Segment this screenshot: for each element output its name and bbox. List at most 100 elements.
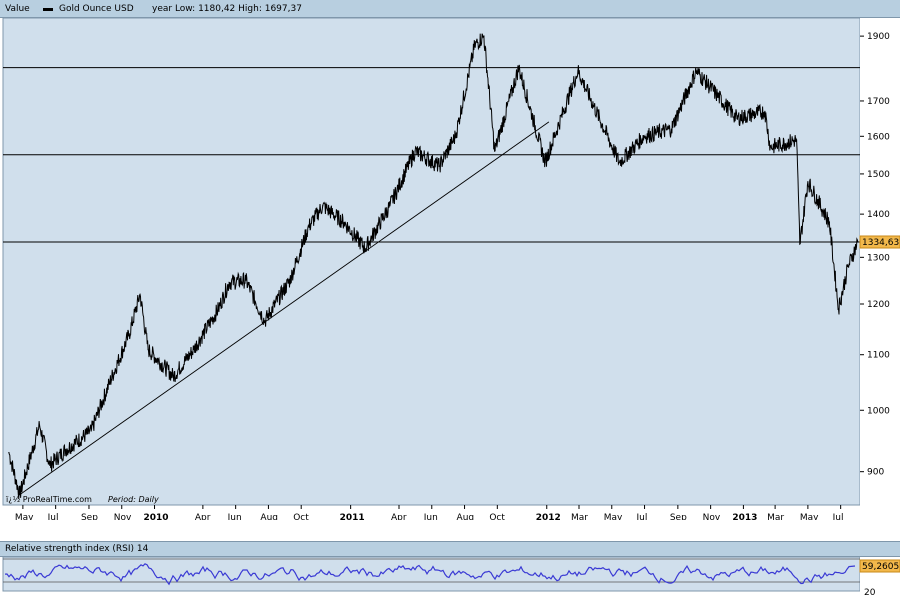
price-point-2	[38, 424, 41, 426]
price-point-34	[695, 70, 697, 72]
rsi-value-text: 59,2605	[862, 562, 899, 572]
price-point-26	[483, 35, 485, 37]
price-point-7	[128, 333, 130, 335]
value-label: Value	[5, 4, 30, 14]
x-tick-label-9: 2011	[340, 513, 365, 520]
price-point-43	[847, 265, 849, 267]
price-point-21	[389, 205, 391, 207]
price-point-5	[90, 430, 92, 432]
x-tick-label-6: Jun	[227, 513, 242, 520]
rsi-svg: 59,2605 20	[2, 556, 900, 600]
y-tick-label-1600: 1600	[867, 132, 890, 142]
x-tick-label-4: 2010	[144, 513, 169, 520]
y-axis-area	[860, 18, 900, 520]
price-chart-svg: 900100011001200130014001500160017001900 …	[2, 17, 900, 523]
last-value-text: 1334,63	[862, 238, 899, 248]
price-point-32	[643, 135, 645, 137]
trendline	[19, 121, 550, 496]
x-tick-label-5: Apr	[195, 513, 211, 520]
price-point-24	[454, 135, 457, 137]
last-value-box	[859, 235, 900, 249]
x-tick-label-17: Jul	[636, 513, 648, 520]
x-tick-label-1: Jul	[47, 513, 59, 520]
price-point-19	[343, 221, 345, 224]
series-name: Gold Ounce USD	[59, 4, 134, 14]
y-axis-ticks: 900 1000 1100 1200 1300 1400 1500 1600 1700 1900	[860, 32, 890, 478]
price-point-12	[217, 308, 220, 310]
rsi-title: Relative strength index (RSI) 14	[5, 544, 149, 554]
price-point-25	[474, 44, 476, 47]
y-tick-label-1000: 1000	[867, 406, 890, 416]
price-point-8	[139, 293, 141, 295]
price-point-29	[544, 161, 546, 163]
price-point-23	[438, 165, 440, 167]
last-value-marker: 1334,63	[859, 235, 900, 249]
rsi-panel[interactable]: 59,2605 20	[0, 556, 900, 600]
legend-swatch	[43, 8, 53, 11]
price-point-0	[8, 451, 10, 454]
price-point-39	[799, 243, 801, 245]
price-point-44	[857, 241, 859, 243]
price-point-3	[49, 464, 51, 466]
price-point-33	[670, 128, 673, 130]
trendline-group	[19, 121, 550, 496]
y-tick-label-1700: 1700	[867, 97, 890, 107]
x-tick-label-8: Oct	[293, 513, 309, 520]
price-point-40	[807, 181, 809, 183]
x-tick-label-23: Jul	[832, 513, 844, 520]
price-point-38	[795, 139, 798, 141]
x-tick-label-19: Nov	[703, 513, 721, 520]
x-tick-label-22: May	[800, 513, 819, 520]
rsi-header: Relative strength index (RSI) 14	[0, 541, 900, 557]
x-tick-label-16: May	[604, 513, 623, 520]
x-tick-label-14: 2012	[536, 513, 561, 520]
x-tick-label-20: 2013	[732, 513, 757, 520]
price-point-6	[109, 381, 111, 383]
x-tick-label-12: Aug	[457, 513, 475, 520]
price-chart[interactable]: 900 1000 1100 1200 1300 1400 1500 1600 1700 1900 …	[0, 17, 900, 523]
price-point-41	[828, 221, 830, 224]
price-point-18	[322, 205, 324, 207]
x-tick-label-21: Mar	[767, 513, 784, 520]
plot-area	[2, 17, 861, 506]
x-axis-ticks: May Jul Sep Nov 2010 Apr Jun Aug Oct 2011 Apr Jun Au…	[15, 505, 844, 523]
rsi-line	[4, 563, 856, 586]
x-tick-label-11: Jun	[423, 513, 438, 520]
x-tick-label-13: Oct	[489, 513, 505, 520]
credit-text: ï¿½ ProRealTime.com	[5, 495, 92, 504]
price-point-22	[414, 150, 416, 152]
price-point-37	[769, 146, 771, 148]
price-point-17	[308, 226, 310, 228]
x-tick-label-10: Apr	[391, 513, 407, 520]
y-tick-label-1500: 1500	[867, 170, 890, 180]
x-tick-label-7: Aug	[260, 513, 278, 520]
price-point-20	[364, 247, 366, 250]
year-range-text: year Low: 1180,42 High: 1697,37	[152, 4, 302, 14]
price-line	[8, 33, 859, 499]
rsi-value-box	[859, 559, 900, 573]
price-point-15	[264, 320, 266, 322]
y-tick-label-1300: 1300	[867, 253, 890, 263]
price-point-36	[764, 110, 766, 112]
price-point-42	[837, 308, 840, 310]
y-tick-label-1400: 1400	[867, 210, 890, 220]
price-point-30	[577, 70, 579, 72]
period-text: Period: Daily	[108, 495, 159, 504]
price-point-28	[518, 67, 520, 69]
price-point-14	[245, 279, 247, 281]
price-point-13	[228, 281, 230, 284]
price-point-35	[736, 117, 738, 119]
x-tick-label-18: Sep	[670, 513, 687, 520]
rsi-level-label: 20	[864, 588, 876, 598]
price-point-31	[618, 161, 620, 163]
y-tick-label-1900: 1900	[867, 32, 890, 42]
chart-header: Value Gold Ounce USD year Low: 1180,42 H…	[0, 0, 900, 18]
price-point-27	[494, 150, 496, 152]
price-point-1	[19, 494, 21, 496]
x-tick-label-2: Sep	[81, 513, 98, 520]
x-tick-label-3: Nov	[114, 513, 132, 520]
x-tick-label-15: Mar	[571, 513, 588, 520]
y-tick-label-900: 900	[867, 468, 884, 478]
price-point-16	[289, 279, 291, 281]
horizontal-lines	[3, 67, 860, 243]
